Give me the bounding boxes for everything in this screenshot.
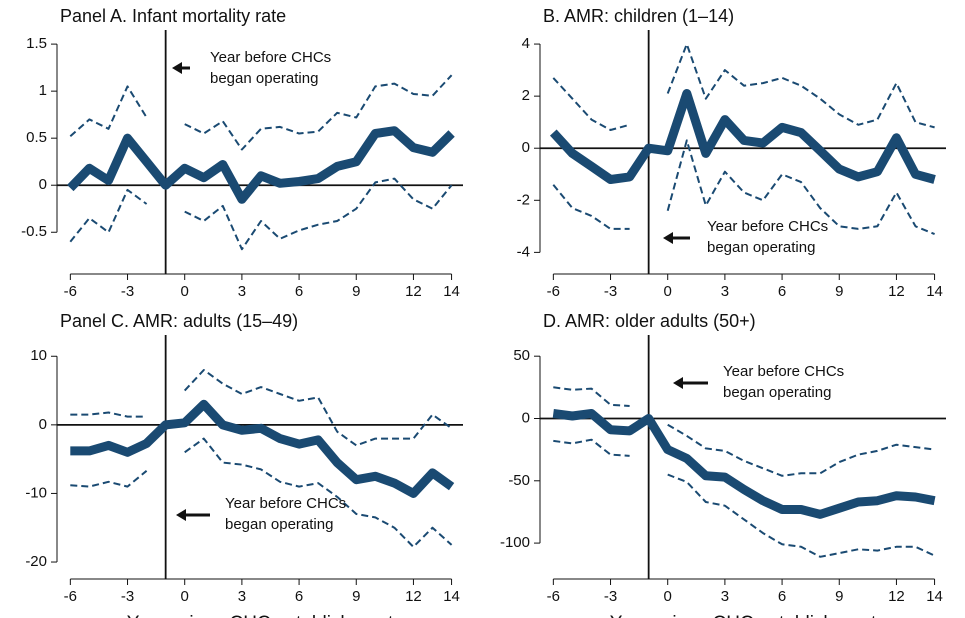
y-tick-label: 4 — [522, 35, 530, 52]
y-tick-label: 0 — [522, 139, 530, 156]
confidence-bound — [552, 43, 935, 131]
x-tick-label: 14 — [443, 283, 460, 300]
x-tick-label: 14 — [926, 283, 943, 300]
x-tick-label: 6 — [778, 588, 786, 605]
annotation-text: Year before CHCs — [707, 218, 828, 235]
y-tick-label: -100 — [500, 534, 530, 551]
x-tick-label: 9 — [352, 588, 360, 605]
panel-title: Panel C. AMR: adults (15–49) — [60, 311, 298, 331]
y-tick-label: -4 — [517, 243, 530, 260]
y-tick-label: 0.5 — [26, 129, 47, 146]
x-tick-label: 3 — [721, 588, 729, 605]
x-tick-label: 3 — [721, 283, 729, 300]
y-tick-label: 0 — [522, 409, 530, 426]
y-tick-label: 0 — [39, 416, 47, 433]
annotation-text: began operating — [723, 384, 831, 401]
estimate-line — [549, 89, 936, 184]
panel: D. AMR: older adults (50+) -100 -50 0 50 -6 -3… — [500, 311, 946, 618]
panel-title: Panel A. Infant mortality rate — [60, 6, 286, 26]
y-tick-label: 0 — [39, 176, 47, 193]
x-tick-label: 12 — [888, 588, 905, 605]
x-tick-label: 9 — [835, 588, 843, 605]
x-tick-label: 0 — [664, 588, 672, 605]
panel: B. AMR: children (1–14) -4 -2 0 2 4 -6 -3 0 3 6 9 12… — [517, 6, 946, 300]
annotation-text: Year before CHCs — [210, 49, 331, 66]
annotation-arrow-head — [673, 377, 683, 389]
y-tick-label: 50 — [513, 347, 530, 364]
x-tick-label: 6 — [295, 283, 303, 300]
x-tick-label: 12 — [405, 283, 422, 300]
confidence-bound — [553, 438, 936, 558]
y-tick-label: -20 — [25, 553, 47, 570]
x-tick-label: -6 — [64, 588, 77, 605]
annotation-text: began operating — [225, 516, 333, 533]
annotation-text: Year before CHCs — [225, 495, 346, 512]
estimate-line — [552, 409, 936, 519]
x-tick-label: -3 — [121, 283, 134, 300]
annotation-text: Year before CHCs — [723, 363, 844, 380]
x-tick-label: -6 — [547, 588, 560, 605]
y-tick-label: 1 — [39, 82, 47, 99]
x-tick-label: 3 — [238, 283, 246, 300]
annotation-arrow-head — [172, 62, 182, 74]
x-axis-label: Years since CHC establishment — [610, 613, 877, 618]
x-tick-label: 9 — [352, 283, 360, 300]
panel: Panel C. AMR: adults (15–49) -20 -10 0 10 -6 -… — [25, 311, 463, 618]
x-tick-label: 14 — [443, 588, 460, 605]
x-tick-label: 6 — [295, 588, 303, 605]
confidence-bound — [70, 369, 453, 447]
confidence-bound — [553, 386, 935, 477]
x-tick-label: -3 — [604, 283, 617, 300]
x-tick-label: 12 — [888, 283, 905, 300]
confidence-bound — [69, 177, 453, 251]
panel-title: B. AMR: children (1–14) — [543, 6, 734, 26]
annotation-text: began operating — [210, 70, 318, 87]
confidence-bound — [69, 74, 453, 151]
y-tick-label: -50 — [508, 472, 530, 489]
estimate-line — [67, 126, 455, 204]
confidence-bound — [70, 437, 453, 548]
x-tick-label: -3 — [121, 588, 134, 605]
annotation-arrow-head — [176, 509, 186, 521]
annotation-text: began operating — [707, 239, 815, 256]
panel-title: D. AMR: older adults (50+) — [543, 311, 756, 331]
x-tick-label: 0 — [181, 283, 189, 300]
x-tick-label: -3 — [604, 588, 617, 605]
x-tick-label: 9 — [835, 283, 843, 300]
estimate-line — [70, 399, 455, 498]
y-tick-label: -0.5 — [21, 223, 47, 240]
x-tick-label: -6 — [64, 283, 77, 300]
y-tick-label: -2 — [517, 191, 530, 208]
x-tick-label: -6 — [547, 283, 560, 300]
y-tick-label: 2 — [522, 87, 530, 104]
x-tick-label: 6 — [778, 283, 786, 300]
confidence-bound — [552, 139, 935, 236]
y-tick-label: 1.5 — [26, 35, 47, 52]
x-tick-label: 14 — [926, 588, 943, 605]
x-axis-label: Years since CHC establishment — [127, 613, 394, 618]
y-tick-label: -10 — [25, 484, 47, 501]
panel: Panel A. Infant mortality rate -0.5 0 0.5 1 1… — [21, 6, 463, 300]
x-tick-label: 12 — [405, 588, 422, 605]
x-tick-label: 0 — [664, 283, 672, 300]
x-tick-label: 0 — [181, 588, 189, 605]
annotation-arrow-head — [663, 232, 673, 244]
y-tick-label: 10 — [30, 347, 47, 364]
x-tick-label: 3 — [238, 588, 246, 605]
